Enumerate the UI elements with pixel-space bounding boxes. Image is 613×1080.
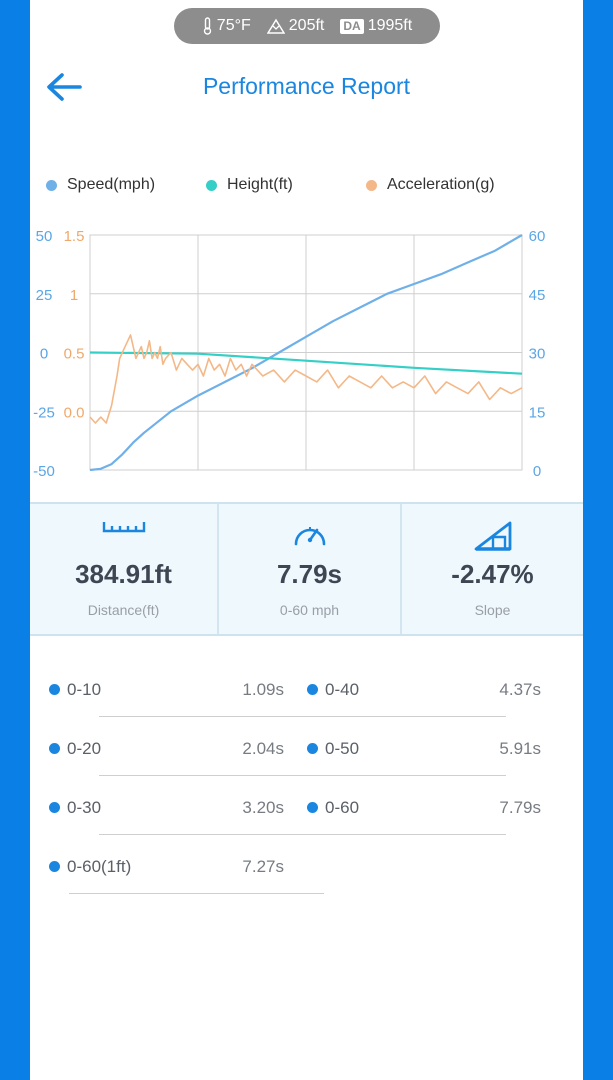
split-dot xyxy=(49,802,60,813)
split-name: 0-40 xyxy=(325,680,360,699)
legend-speed-label: Speed(mph) xyxy=(67,176,156,193)
speed-tick-label: 45 xyxy=(529,287,546,304)
speed-tick-label: 0 xyxy=(533,463,541,480)
acceleration-tick-label: 1 xyxy=(70,287,78,304)
page-title: Performance Report xyxy=(202,73,411,99)
split-time: 7.79s xyxy=(499,798,541,817)
split-dot xyxy=(307,684,318,695)
density-altitude-badge: DA xyxy=(340,18,364,34)
chart-legend: Speed(mph) Height(ft) Acceleration(g) xyxy=(46,176,576,198)
legend-acceleration-label: Acceleration(g) xyxy=(387,176,495,193)
split-dot xyxy=(49,684,60,695)
distance-value: 384.91ft xyxy=(75,559,172,589)
mountain-icon xyxy=(266,18,285,34)
split-name: 0-50 xyxy=(325,739,360,758)
split-time: 7.27s xyxy=(242,857,284,876)
speed-tick-label: 15 xyxy=(529,404,546,421)
legend-height-label: Height(ft) xyxy=(227,176,293,193)
split-dot xyxy=(49,743,60,754)
legend-acceleration: Acceleration(g) xyxy=(366,176,495,194)
zero-sixty-label: 0-60 mph xyxy=(279,602,340,618)
acceleration-tick-label: 1.5 xyxy=(64,228,85,245)
stats-panel: 384.91ft Distance(ft) 7.79s 0-60 mph xyxy=(30,502,583,636)
split-name: 0-30 xyxy=(67,798,102,817)
acceleration-tick-label: 0.0 xyxy=(64,404,85,421)
height-tick-label: -50 xyxy=(33,463,55,480)
acceleration-tick-label: 0.5 xyxy=(64,346,85,363)
split-name: 0-60(1ft) xyxy=(67,857,132,876)
legend-height: Height(ft) xyxy=(206,176,293,194)
report-card: 75°F 205ft DA 1995ft Performance Report … xyxy=(30,0,583,1080)
temperature-item: 75°F xyxy=(202,17,251,35)
altitude-item: 205ft xyxy=(266,17,325,35)
back-button[interactable] xyxy=(42,68,86,106)
height-tick-label: -25 xyxy=(33,404,55,421)
split-divider xyxy=(69,893,324,894)
split-time: 4.37s xyxy=(499,680,541,699)
series-line-speed xyxy=(89,234,523,472)
split-row: 0-60(1ft) 7.27s xyxy=(49,837,324,895)
arrow-left-icon xyxy=(47,73,82,101)
split-row: 0-30 3.20s xyxy=(49,778,284,836)
split-divider xyxy=(99,716,506,717)
split-dot xyxy=(49,861,60,872)
series-line-acceleration xyxy=(89,334,523,424)
height-tick-label: 50 xyxy=(36,228,53,245)
split-row: 0-60 7.79s xyxy=(99,778,541,836)
speed-tick-label: 30 xyxy=(529,346,546,363)
legend-height-dot xyxy=(206,179,217,191)
split-row: 0-20 2.04s xyxy=(49,719,284,777)
height-tick-label: 25 xyxy=(36,287,53,304)
legend-speed-dot xyxy=(46,179,57,191)
legend-speed: Speed(mph) xyxy=(46,176,155,194)
slope-label: Slope xyxy=(474,602,511,618)
speedometer-icon xyxy=(294,527,325,546)
speed-tick-label: 60 xyxy=(529,228,546,245)
ruler-icon xyxy=(102,522,145,533)
split-divider xyxy=(99,775,506,776)
stat-slope: -2.47% Slope xyxy=(400,504,583,634)
stat-zero-sixty: 7.79s 0-60 mph xyxy=(217,504,400,634)
split-dot xyxy=(307,743,318,754)
stat-distance: 384.91ft Distance(ft) xyxy=(30,504,217,634)
performance-chart: 50 25 0 -25 -50 1.5 1 0.5 0.0 60 45 30 15 0 xyxy=(30,210,583,485)
zero-sixty-value: 7.79s xyxy=(276,559,343,589)
temperature-value: 75°F xyxy=(216,17,251,34)
split-name: 0-60 xyxy=(325,798,360,817)
split-time: 5.91s xyxy=(499,739,541,758)
density-altitude-item: DA 1995ft xyxy=(340,17,412,35)
slope-icon xyxy=(474,521,511,551)
slope-value: -2.47% xyxy=(451,559,534,589)
weather-bar: 75°F 205ft DA 1995ft xyxy=(174,8,440,44)
chart-svg: 50 25 0 -25 -50 1.5 1 0.5 0.0 60 45 30 15 0 xyxy=(33,228,546,480)
split-row: 0-40 4.37s xyxy=(99,660,541,718)
split-dot xyxy=(307,802,318,813)
height-tick-label: 0 xyxy=(40,346,48,363)
split-name: 0-20 xyxy=(67,739,102,758)
split-time: 2.04s xyxy=(242,739,284,758)
thermometer-icon xyxy=(203,17,211,35)
split-name: 0-10 xyxy=(67,680,102,699)
legend-acceleration-dot xyxy=(366,179,377,191)
altitude-value: 205ft xyxy=(288,17,325,34)
split-time: 3.20s xyxy=(242,798,284,817)
distance-label: Distance(ft) xyxy=(87,602,160,618)
split-divider xyxy=(99,834,506,835)
split-time: 1.09s xyxy=(242,680,284,699)
split-row: 0-10 1.09s xyxy=(49,660,284,718)
split-row: 0-50 5.91s xyxy=(99,719,541,777)
density-altitude-value: 1995ft xyxy=(367,17,413,34)
